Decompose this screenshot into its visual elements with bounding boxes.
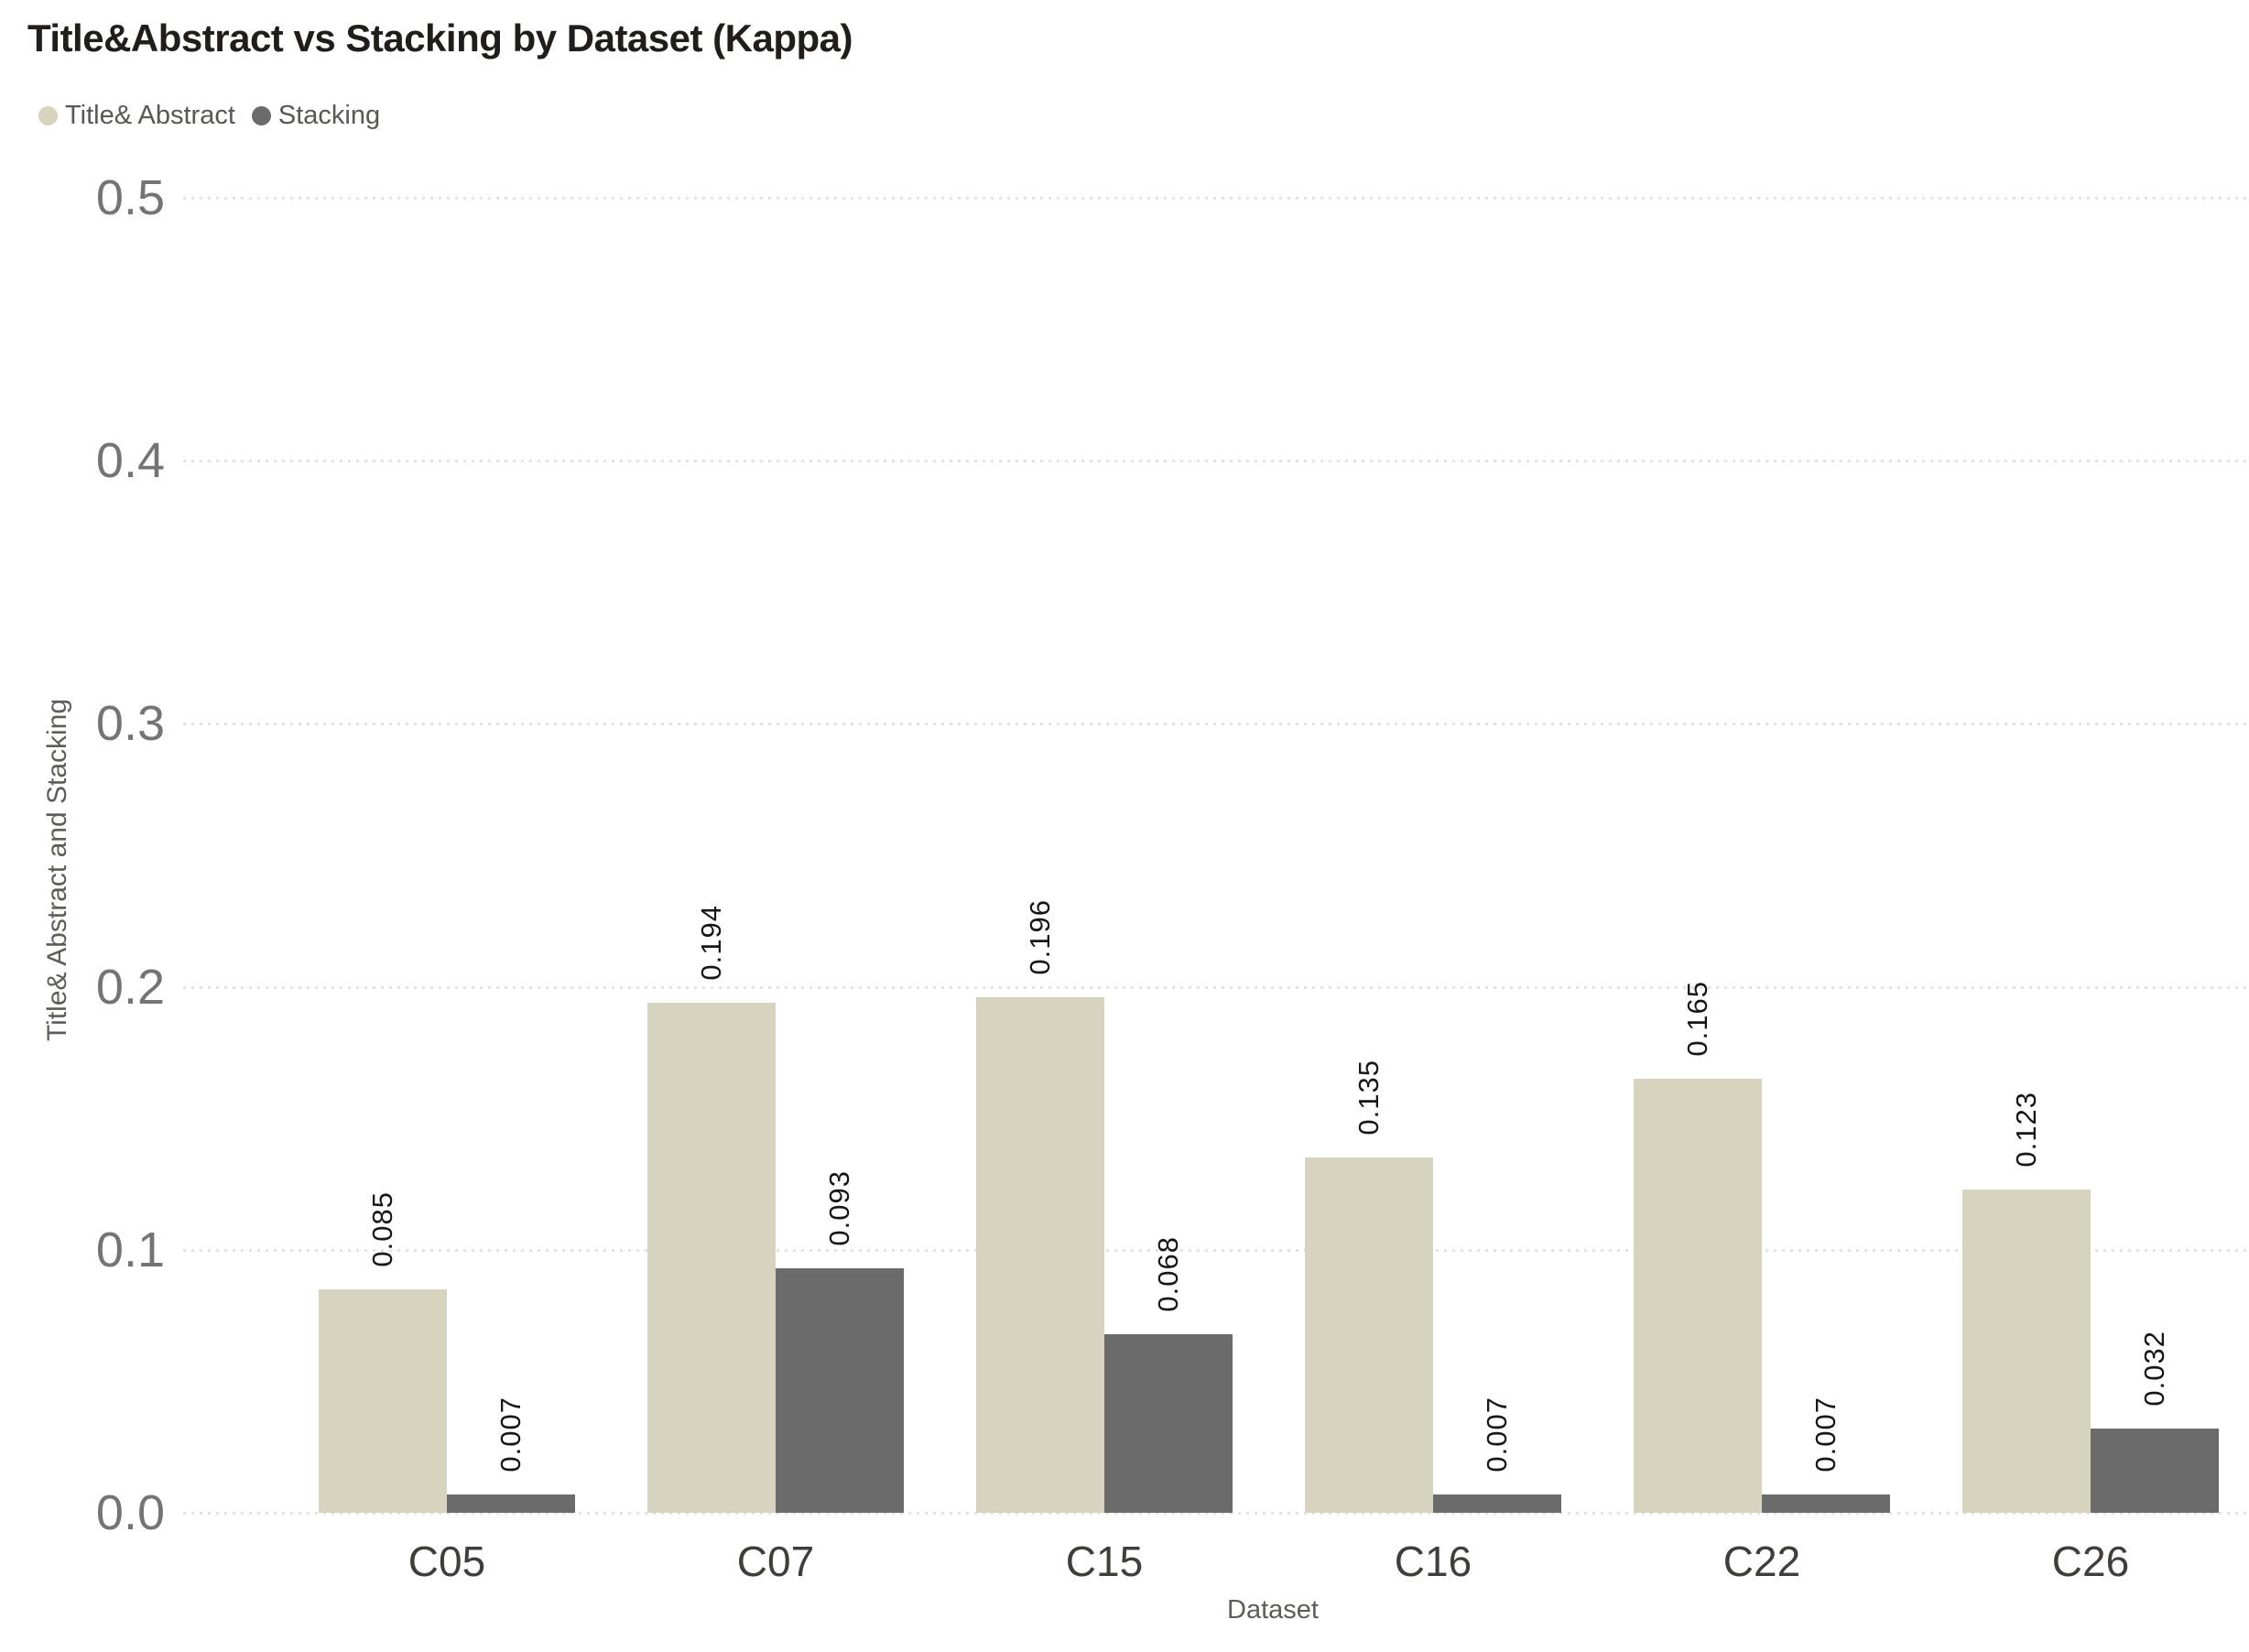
x-category-label: C26 [2051,1538,2130,1585]
y-tick-label: 0.3 [95,696,165,752]
x-category-label: C15 [1065,1538,1144,1585]
bar-title-abstract [319,1289,447,1513]
bar-value-label: 0.165 [1680,981,1713,1057]
legend: Title& Abstract Stacking [38,101,380,131]
legend-label: Title& Abstract [65,101,235,130]
bar-value-label: 0.007 [494,1397,527,1473]
bar-stacking [1762,1494,1890,1513]
legend-item: Stacking [251,101,381,131]
bar-value-label: 0.085 [365,1191,398,1267]
x-category-label: C22 [1722,1538,1801,1585]
x-category-label: C07 [736,1538,815,1585]
y-tick-label: 0.5 [95,170,165,225]
legend-item: Title& Abstract [38,101,235,131]
bar-value-label: 0.194 [694,905,727,981]
legend-label: Stacking [277,101,381,130]
gridline [183,1248,2249,1252]
bar-value-label: 0.007 [1809,1397,1842,1473]
gridline [183,1512,2249,1515]
bar-stacking [1433,1494,1561,1513]
bar-stacking [2091,1429,2219,1513]
chart-title: Title&Abstract vs Stacking by Dataset (K… [27,16,853,60]
bar-title-abstract [1634,1079,1762,1513]
bar-stacking [1104,1334,1233,1513]
bar-stacking [447,1494,575,1513]
bar-value-label: 0.032 [2137,1331,2170,1407]
bar-value-label: 0.135 [1352,1060,1385,1136]
gridline [183,460,2249,463]
bar-title-abstract [647,1003,776,1513]
bar-stacking [776,1268,904,1513]
gridline [183,985,2249,989]
bar-title-abstract [1305,1157,1433,1513]
bar-value-label: 0.196 [1023,899,1056,975]
x-category-label: C05 [407,1538,486,1585]
bar-value-label: 0.068 [1151,1236,1184,1312]
legend-swatch-icon [38,106,58,125]
y-tick-label: 0.1 [95,1222,165,1277]
y-tick-label: 0.4 [95,433,165,489]
bar-title-abstract [1962,1190,2091,1513]
gridline [183,197,2249,200]
y-tick-label: 0.2 [95,959,165,1015]
bar-value-label: 0.123 [2009,1092,2042,1168]
bar-title-abstract [976,997,1104,1513]
bar-value-label: 0.093 [822,1170,855,1246]
legend-swatch-icon [251,106,271,125]
x-axis-title: Dataset [1227,1595,1319,1625]
gridline [183,723,2249,726]
bar-value-label: 0.007 [1480,1397,1513,1473]
y-tick-label: 0.0 [95,1485,165,1540]
x-category-label: C16 [1394,1538,1472,1585]
